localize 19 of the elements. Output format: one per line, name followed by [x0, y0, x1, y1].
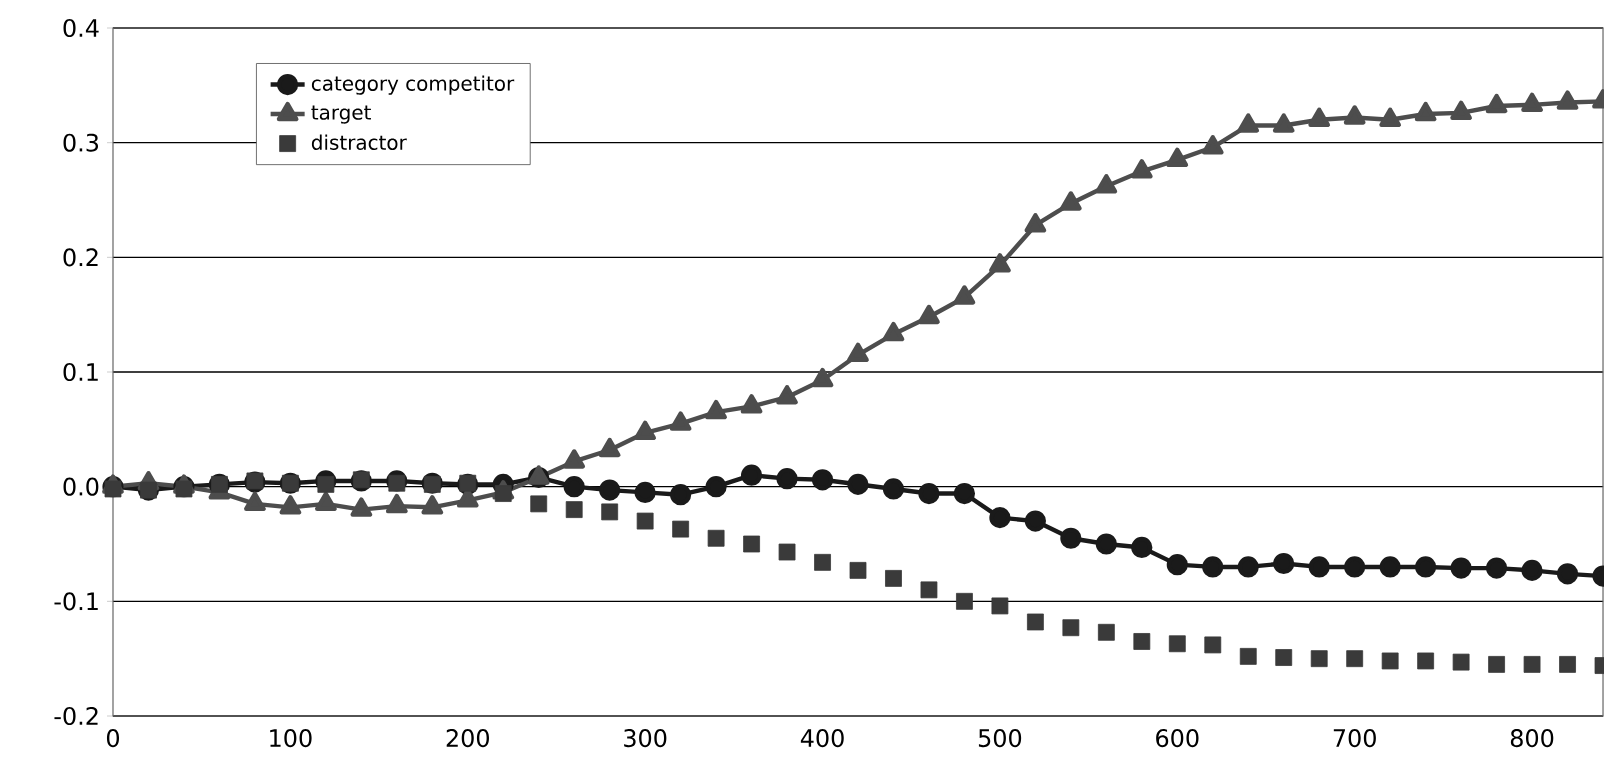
legend-label: distractor: [311, 134, 407, 150]
y-tick-label: 0.1: [63, 362, 98, 382]
legend-label: category competitor: [311, 75, 515, 95]
y-tick-label: 0.2: [63, 248, 98, 267]
y-tick-label: 0.3: [63, 133, 99, 152]
x-tick-label: 500: [978, 729, 1022, 748]
x-tick-label: 700: [1333, 729, 1376, 748]
x-tick-label: 200: [446, 729, 489, 748]
y-tick-label: 0.4: [63, 18, 99, 38]
x-tick-label: 300: [624, 729, 667, 748]
y-tick-label: 0.0: [63, 477, 99, 496]
y-tick-label: -0.2: [54, 706, 98, 726]
legend-label: target: [311, 105, 371, 124]
y-tick-label: -0.1: [54, 592, 98, 611]
x-tick-label: 800: [1510, 729, 1554, 748]
x-tick-label: 400: [800, 729, 844, 748]
x-tick-label: 600: [1156, 729, 1199, 748]
x-tick-label: 0: [106, 729, 120, 748]
x-tick-label: 100: [270, 729, 312, 748]
